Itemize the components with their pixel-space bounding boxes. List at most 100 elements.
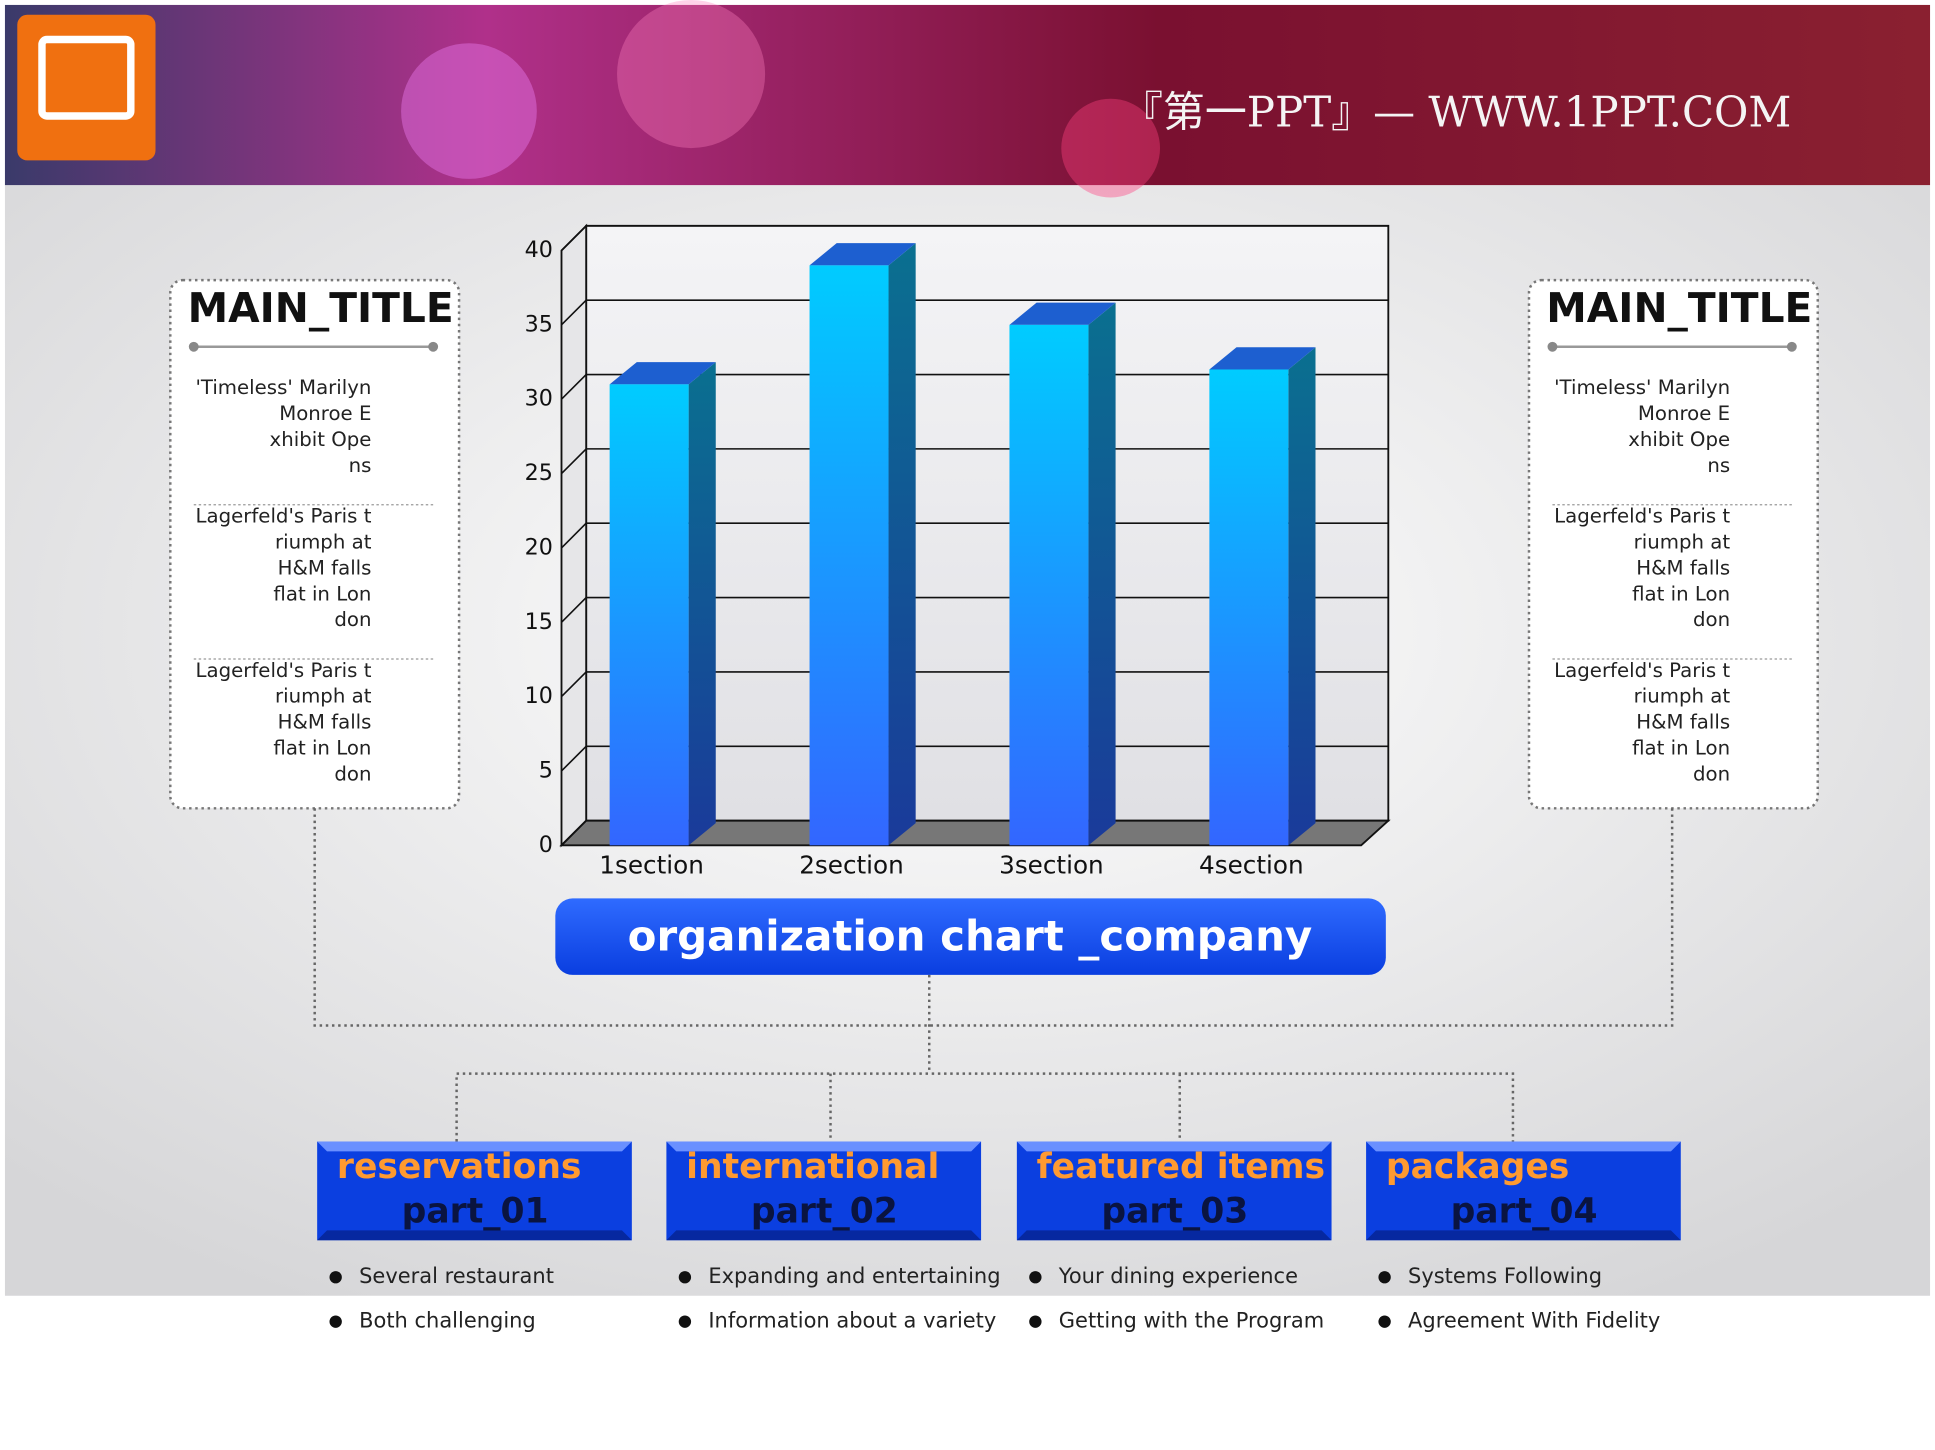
bar-side <box>888 243 916 846</box>
panel-text: flat in Lon <box>273 737 371 760</box>
bullet-text: Both challenging <box>359 1309 536 1333</box>
panel-title: MAIN_TITLE <box>1546 284 1812 332</box>
panel-text: Monroe E <box>1638 402 1730 425</box>
bevel <box>666 1141 982 1152</box>
panel-text: don <box>1693 762 1730 785</box>
y-tick-label: 30 <box>525 386 553 412</box>
panel-text: Lagerfeld's Paris t <box>196 659 372 682</box>
part-label: part_03 <box>1101 1192 1248 1232</box>
part-name: packages <box>1386 1147 1570 1187</box>
rule-dot <box>1547 341 1558 352</box>
bullet-text: Getting with the Program <box>1059 1309 1324 1333</box>
grid-line <box>560 299 1389 326</box>
bullet <box>329 1271 342 1284</box>
bullet <box>329 1315 342 1328</box>
y-tick-label: 25 <box>525 460 553 486</box>
x-tick-label: 1section <box>599 850 704 879</box>
y-tick-label: 40 <box>525 237 553 263</box>
part-label: part_04 <box>1451 1192 1598 1232</box>
part-label: part_01 <box>402 1192 549 1232</box>
org-title: organization chart _company <box>628 912 1313 961</box>
panel-text: ns <box>1707 454 1730 477</box>
bar-top <box>1009 302 1116 325</box>
y-tick-label: 20 <box>525 534 553 560</box>
panel-text: don <box>334 762 371 785</box>
panel-text: H&M falls <box>278 556 372 579</box>
x-tick-label: 4section <box>1199 850 1304 879</box>
panel-text: flat in Lon <box>1632 737 1730 760</box>
part-name: reservations <box>337 1147 582 1187</box>
bullet-text: Expanding and entertaining <box>708 1264 1000 1288</box>
bevel <box>1366 1141 1681 1152</box>
x-tick-label: 3section <box>999 850 1104 879</box>
panel-text: riumph at <box>1634 685 1731 708</box>
app-icon <box>17 14 156 161</box>
panel-text: xhibit Ope <box>1628 428 1730 451</box>
bullet <box>1029 1271 1042 1284</box>
rule-dot <box>188 341 199 352</box>
bullet-text: Systems Following <box>1408 1264 1602 1288</box>
bullet-text: Several restaurant <box>359 1264 554 1288</box>
panel-title: MAIN_TITLE <box>188 284 454 332</box>
bullet <box>1378 1315 1391 1328</box>
header-text: 『第一PPT』— WWW.1PPT.COM <box>1121 88 1791 137</box>
panel-text: H&M falls <box>1636 711 1730 734</box>
bar <box>809 265 889 846</box>
bevel <box>1016 1230 1332 1241</box>
part-name: featured items <box>1037 1147 1325 1187</box>
bokeh <box>617 0 766 149</box>
bevel <box>666 1230 982 1241</box>
bullet-text: Your dining experience <box>1058 1264 1298 1288</box>
connector <box>313 808 1674 1027</box>
bevel <box>317 1230 632 1241</box>
rule-dot <box>1786 341 1797 352</box>
y-tick-label: 10 <box>525 683 553 709</box>
bokeh <box>401 43 537 179</box>
grid-line <box>560 522 1389 549</box>
grid-line <box>560 745 1389 772</box>
org-title-box <box>555 898 1386 975</box>
panel-text: xhibit Ope <box>270 428 372 451</box>
bar-side <box>688 362 716 846</box>
header-bg <box>4 4 1931 186</box>
part-box <box>666 1141 982 1241</box>
bar-side <box>1088 302 1116 846</box>
panel-text: flat in Lon <box>1632 582 1730 605</box>
bar <box>1209 369 1289 846</box>
panel-text: Monroe E <box>279 402 371 425</box>
part-box <box>317 1141 632 1241</box>
bullet-text: Agreement With Fidelity <box>1408 1309 1660 1333</box>
grid-line <box>560 225 1389 252</box>
part-box <box>1016 1141 1332 1241</box>
grid-line <box>560 373 1389 400</box>
panel-text: ns <box>349 454 372 477</box>
panel-text: H&M falls <box>278 711 372 734</box>
panel-text: riumph at <box>275 685 372 708</box>
bevel <box>1016 1141 1332 1152</box>
panel-text: 'Timeless' Marilyn <box>1554 376 1730 399</box>
bar-top <box>809 243 916 266</box>
grid-line <box>560 671 1389 698</box>
bevel <box>317 1141 632 1152</box>
panel-text: Lagerfeld's Paris t <box>196 505 372 528</box>
bar <box>1009 324 1089 846</box>
bokeh <box>1061 98 1161 198</box>
rule-dot <box>428 341 439 352</box>
part-box <box>1366 1141 1681 1241</box>
panel-text: flat in Lon <box>273 582 371 605</box>
bullet <box>1029 1315 1042 1328</box>
grid-line <box>560 448 1389 475</box>
bar-side <box>1288 347 1316 846</box>
bevel <box>1366 1230 1681 1241</box>
x-tick-label: 2section <box>799 850 904 879</box>
panel-text: 'Timeless' Marilyn <box>195 376 371 399</box>
bullet <box>678 1315 692 1328</box>
bar-top <box>609 362 716 385</box>
bullet <box>678 1271 692 1284</box>
panel-text: don <box>334 608 371 631</box>
panel-text: Lagerfeld's Paris t <box>1554 659 1730 682</box>
connector <box>455 974 1515 1142</box>
y-tick-label: 35 <box>525 311 553 337</box>
